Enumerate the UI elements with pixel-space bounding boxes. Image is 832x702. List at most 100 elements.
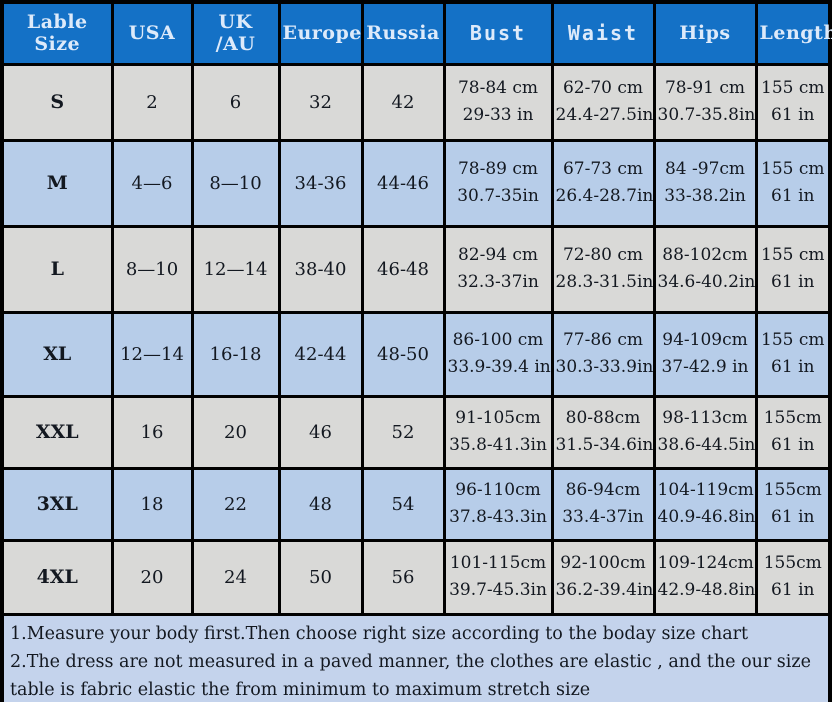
cell-line: 8—10 [125, 258, 179, 280]
cell-hips: 88-102cm 34.6-40.2in [652, 224, 758, 314]
cell-russia: 52 [360, 394, 446, 470]
cell-line: 67-73 cm [562, 159, 644, 179]
table-footer: 1.Measure your body first.Then choose ri… [0, 612, 832, 702]
cell-line: 94-109cm [662, 330, 748, 350]
cell-line: 61 in [771, 435, 815, 455]
cell-line: 30.3-33.9in [555, 357, 654, 377]
cell-line: 33-38.2in [664, 186, 746, 206]
note-line-2: 2.The dress are not measured in a paved … [10, 651, 811, 700]
cell-line: 84 -97cm [664, 159, 746, 179]
cell-line: 88-102cm [662, 245, 748, 265]
cell-uk-au: 8—10 [190, 138, 281, 228]
column-header-bust: Bust [442, 0, 554, 66]
cell-label-size: L [0, 224, 114, 314]
cell-line: 78-89 cm [457, 159, 539, 179]
cell-line: 30.7-35in [457, 186, 539, 206]
cell-hips: 109-124cm 42.9-48.8in [652, 538, 758, 616]
cell-line: 8—10 [209, 172, 262, 194]
cell-line: M [46, 171, 68, 194]
cell-russia: 56 [360, 538, 446, 616]
cell-line: 4XL [36, 565, 78, 588]
notes-cell: 1.Measure your body first.Then choose ri… [0, 612, 832, 702]
cell-russia: 46-48 [360, 224, 446, 314]
cell-line: 2 [146, 91, 158, 113]
cell-russia: 44-46 [360, 138, 446, 228]
note-line-1: 1.Measure your body first.Then choose ri… [10, 623, 749, 644]
cell-uk-au: 16-18 [190, 310, 281, 398]
cell-line: 61 in [771, 186, 815, 206]
cell-line: 37-42.9 in [661, 357, 749, 377]
cell-line: 50 [309, 566, 332, 588]
cell-europe: 38-40 [277, 224, 364, 314]
column-header-hips: Hips [652, 0, 758, 66]
notes-row: 1.Measure your body first.Then choose ri… [0, 612, 832, 702]
cell-line: XXL [35, 420, 79, 443]
row-3xl: 3XL 18 22 48 54 96-110cm 37.8-43.3in 86-94cm 33.… [0, 466, 832, 542]
cell-uk-au: 6 [190, 62, 281, 142]
cell-line: 3XL [36, 492, 78, 515]
cell-label-size: 3XL [0, 466, 114, 542]
cell-line: 38.6-44.5in [657, 435, 756, 455]
row-m: M 4—6 8—10 34-36 44-46 78-89 cm 30.7-35in 67-73… [0, 138, 832, 228]
cell-line: 12—14 [203, 258, 268, 280]
cell-line: 155 cm [761, 330, 825, 350]
cell-line: 155 cm [761, 159, 825, 179]
cell-line: 62-70 cm [562, 78, 644, 98]
cell-europe: 50 [277, 538, 364, 616]
cell-hips: 104-119cm 40.9-46.8in [652, 466, 758, 542]
cell-usa: 8—10 [110, 224, 194, 314]
row-xxl: XXL 16 20 46 52 91-105cm 35.8-41.3in 80-88cm 31.… [0, 394, 832, 470]
table-header: Lable Size USA UK /AU Europe Russia Bust… [0, 0, 832, 66]
cell-line: 72-80 cm [562, 245, 644, 265]
cell-usa: 18 [110, 466, 194, 542]
cell-line: 22 [224, 493, 247, 515]
cell-europe: 46 [277, 394, 364, 470]
cell-line: XL [43, 342, 72, 365]
column-header-usa: USA [110, 0, 194, 66]
cell-line: 37.8-43.3in [449, 507, 547, 527]
cell-line: 31.5-34.6in [555, 435, 654, 455]
cell-length: 155cm 61 in [754, 394, 832, 470]
cell-length: 155cm 61 in [754, 538, 832, 616]
cell-length: 155cm 61 in [754, 466, 832, 542]
cell-line: 12—14 [120, 343, 184, 365]
cell-line: 34-36 [294, 172, 347, 194]
cell-line: 40.9-46.8in [657, 507, 756, 527]
cell-line: 82-94 cm [457, 245, 539, 265]
cell-line: 42 [391, 91, 415, 113]
cell-line: 30.7-35.8in [657, 105, 756, 125]
cell-europe: 48 [277, 466, 364, 542]
cell-bust: 91-105cm 35.8-41.3in [442, 394, 554, 470]
cell-line: 98-113cm [662, 408, 748, 428]
cell-length: 155 cm 61 in [754, 62, 832, 142]
cell-length: 155 cm 61 in [754, 224, 832, 314]
cell-waist: 77-86 cm 30.3-33.9in [550, 310, 656, 398]
cell-bust: 78-89 cm 30.7-35in [442, 138, 554, 228]
cell-usa: 2 [110, 62, 194, 142]
cell-waist: 80-88cm 31.5-34.6in [550, 394, 656, 470]
table-body: S 2 6 32 42 78-84 cm 29-33 in 62-70 cm 24.4-27.5… [0, 62, 832, 616]
cell-line: 44-46 [377, 172, 429, 194]
row-s: S 2 6 32 42 78-84 cm 29-33 in 62-70 cm 24.4-27.5… [0, 62, 832, 142]
cell-line: 33.9-39.4 in [447, 357, 551, 377]
cell-line: 109-124cm [657, 553, 754, 573]
row-xl: XL 12—14 16-18 42-44 48-50 86-100 cm 33.9-39.4… [0, 310, 832, 398]
cell-line: 54 [391, 493, 415, 515]
cell-line: 77-86 cm [562, 330, 644, 350]
cell-russia: 42 [360, 62, 446, 142]
cell-line: 78-84 cm [457, 78, 539, 98]
row-4xl: 4XL 20 24 50 56 101-115cm 39.7-45.3in 92-100cm 3… [0, 538, 832, 616]
cell-hips: 94-109cm 37-42.9 in [652, 310, 758, 398]
cell-line: 61 in [771, 580, 815, 600]
cell-line: 24.4-27.5in [555, 105, 654, 125]
cell-line: 16-18 [209, 343, 262, 365]
cell-line: 56 [391, 566, 415, 588]
cell-line: 20 [140, 566, 164, 588]
row-l: L 8—10 12—14 38-40 46-48 82-94 cm 32.3-37in 72-… [0, 224, 832, 314]
cell-waist: 86-94cm 33.4-37in [550, 466, 656, 542]
cell-uk-au: 12—14 [190, 224, 281, 314]
cell-line: 91-105cm [455, 408, 541, 428]
cell-line: 155cm [763, 408, 822, 428]
cell-line: 18 [140, 493, 164, 515]
